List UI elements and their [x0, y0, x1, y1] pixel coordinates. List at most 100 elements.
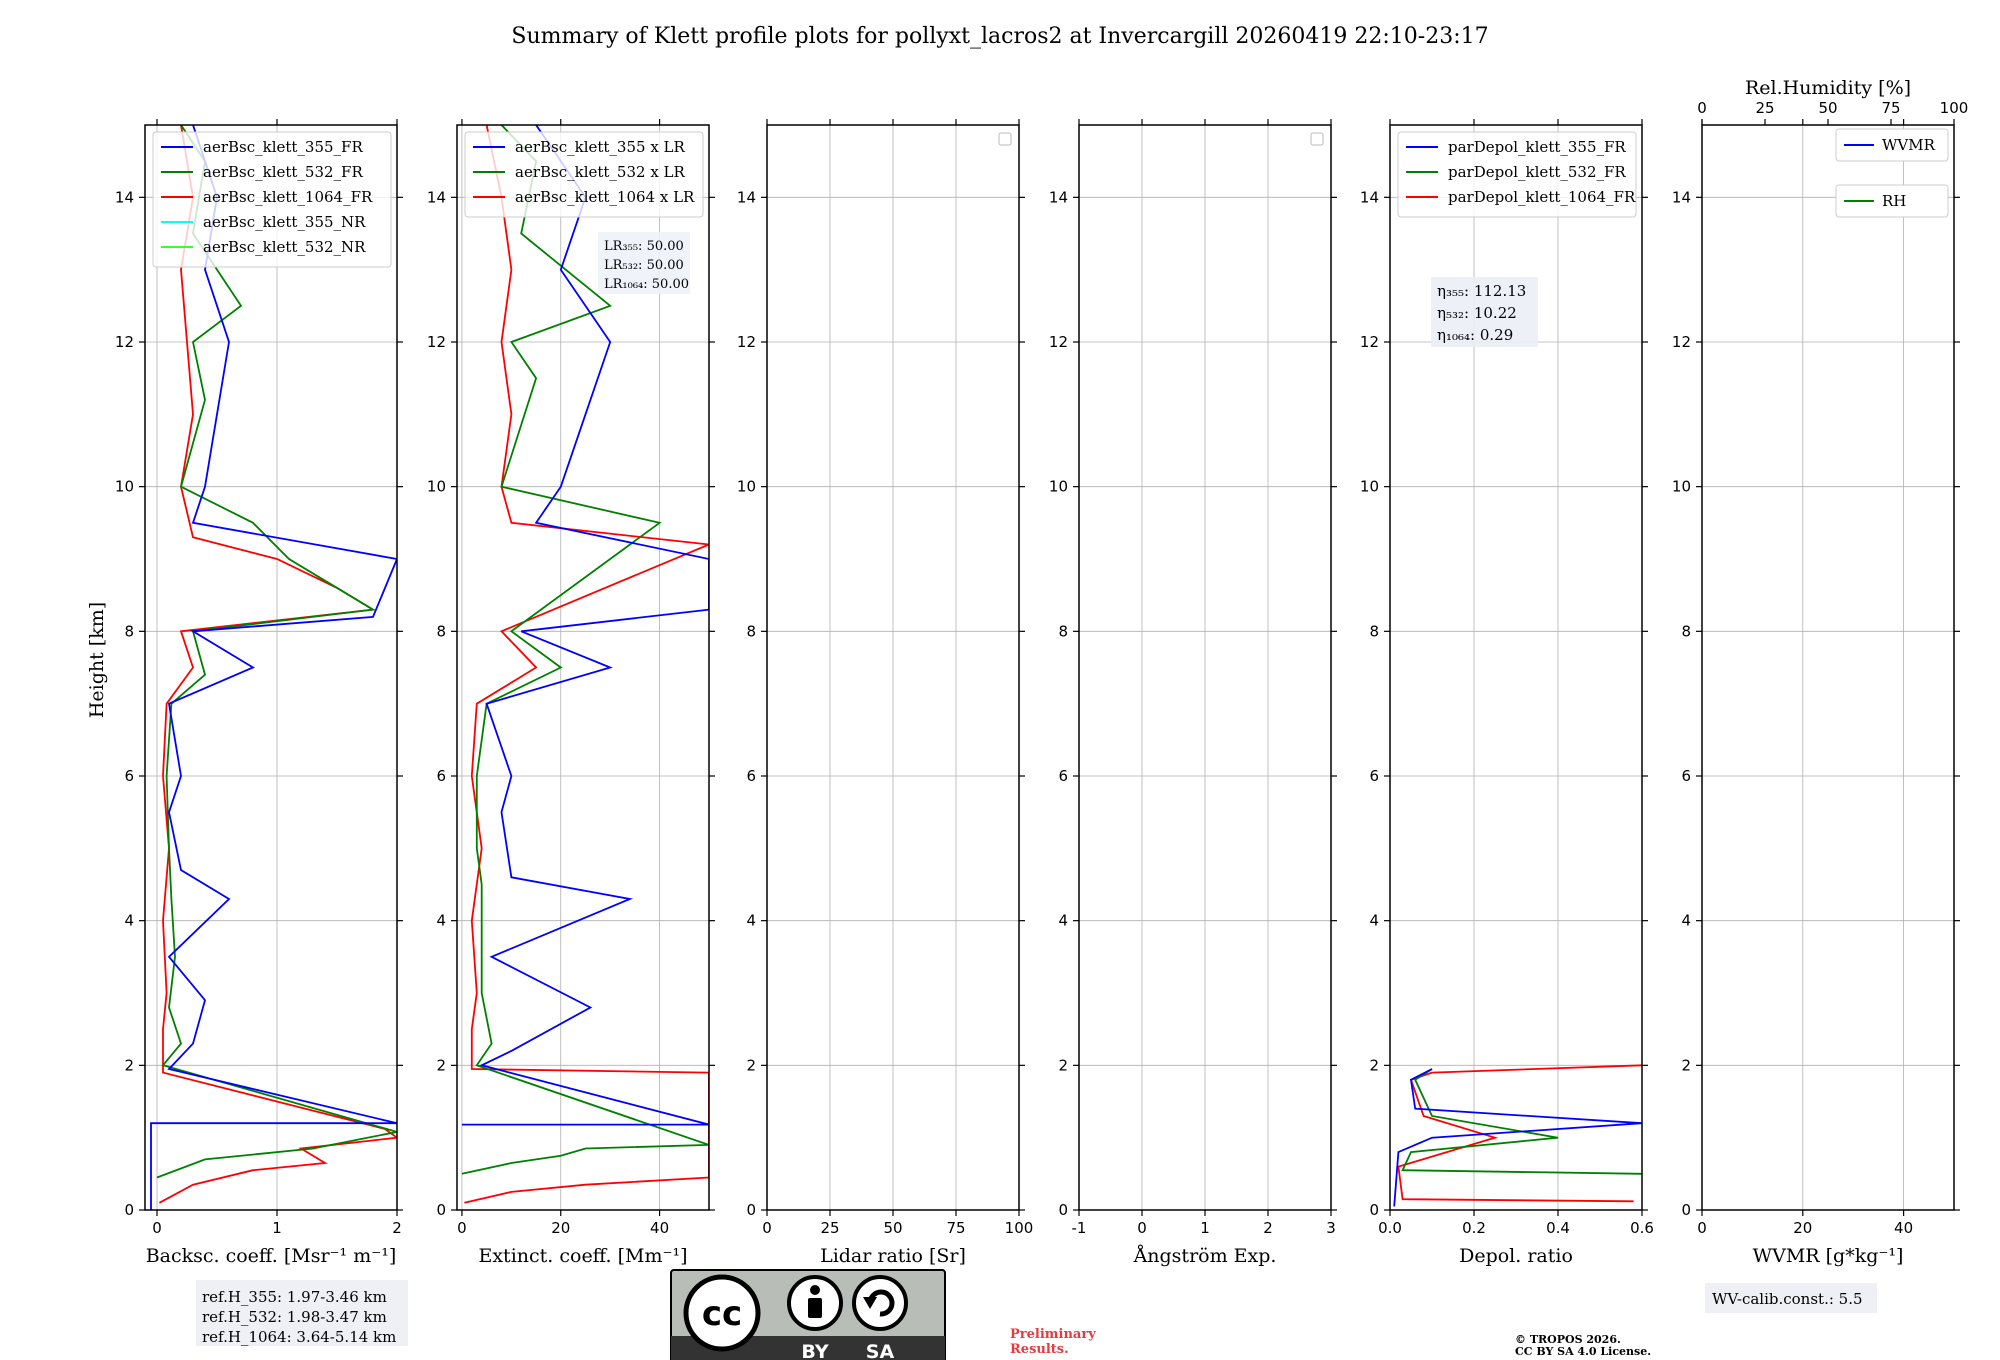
y-tick-label: 6: [746, 767, 756, 785]
plot-frame: [144, 124, 398, 1211]
x2-tick-label: 25: [1755, 99, 1774, 117]
x-tick-label: 0: [152, 1219, 162, 1237]
y-tick-label: 10: [1360, 478, 1379, 496]
x-tick-label: 25: [820, 1219, 839, 1237]
legend-entry: parDepol_klett_1064_FR: [1448, 188, 1636, 206]
y-tick-label: 2: [746, 1056, 756, 1074]
y-tick-label: 6: [1058, 767, 1068, 785]
series-line-aerbsc-klett-1064-fr: [158, 125, 397, 1204]
x-tick-label: 40: [1894, 1219, 1913, 1237]
y-tick-label: 4: [1681, 912, 1691, 930]
y-tick-label: 6: [1369, 767, 1379, 785]
y-tick-label: 10: [427, 478, 446, 496]
x-axis-label: Lidar ratio [Sr]: [820, 1245, 966, 1267]
lidar-ratio-line: LR₁₀₆₄: 50.00: [604, 277, 689, 292]
ref-height-line: ref.H_355: 1.97-3.46 km: [202, 1288, 387, 1306]
y-tick-label: 10: [1049, 478, 1068, 496]
y-tick-label: 12: [427, 333, 446, 351]
y-tick-label: 2: [436, 1056, 446, 1074]
y-tick-label: 10: [737, 478, 756, 496]
panel-depol: 0.0 0.2 0.4 0.6 0 2 4 6 8 10 12 14 Depol. ratio parDe…: [1360, 119, 1654, 1267]
x-axis-label: WVMR [g*kg⁻¹]: [1753, 1245, 1904, 1267]
y-tick-label: 0: [1681, 1201, 1691, 1219]
legend-entry: parDepol_klett_532_FR: [1448, 163, 1626, 181]
y-tick-label: 4: [436, 912, 446, 930]
eta-line: η₅₃₂: 10.22: [1437, 304, 1517, 322]
x-tick-label: 50: [883, 1219, 902, 1237]
y-tick-label: 4: [1058, 912, 1068, 930]
y-tick-label: 8: [746, 622, 756, 640]
x2-tick-label: 0: [1697, 99, 1707, 117]
y-tick-label: 2: [1058, 1056, 1068, 1074]
sa-share-alike-icon: [852, 1275, 908, 1331]
copyright-line-1: © TROPOS 2026.: [1515, 1333, 1621, 1346]
x-tick-label: 1: [272, 1219, 282, 1237]
legend-entry: aerBsc_klett_532_FR: [203, 163, 363, 181]
eta-line: η₃₅₅: 112.13: [1437, 282, 1526, 300]
y-tick-label: 6: [436, 767, 446, 785]
x2-axis-label: Rel.Humidity [%]: [1745, 77, 1911, 99]
y-tick-label: 2: [124, 1056, 134, 1074]
x-tick-label: 20: [551, 1219, 570, 1237]
series-line-aerbsc-klett-1064-x-lr: [464, 125, 709, 1204]
series-line-pardepol-klett-1064-fr: [1397, 1064, 1642, 1203]
y-tick-label: 14: [1049, 188, 1068, 206]
empty-legend-box: [1310, 132, 1324, 146]
x-tick-label: 75: [946, 1219, 965, 1237]
x2-tick-label: 100: [1940, 99, 1969, 117]
ref-height-line: ref.H_1064: 3.64-5.14 km: [202, 1328, 396, 1346]
y-tick-label: 4: [746, 912, 756, 930]
y-tick-label: 12: [1672, 333, 1691, 351]
badge-by-label: BY: [801, 1341, 828, 1360]
y-tick-label: 12: [115, 333, 134, 351]
series-line-aerbsc-klett-355-x-lr: [461, 125, 709, 1126]
y-tick-label: 10: [1672, 478, 1691, 496]
y-tick-label: 8: [1681, 622, 1691, 640]
x-tick-label: 0.6: [1630, 1219, 1654, 1237]
series-line-aerbsc-klett-355-fr: [150, 125, 397, 1210]
y-tick-label: 12: [737, 333, 756, 351]
y-axis-label: Height [km]: [86, 602, 108, 718]
lidar-ratio-line: LR₅₃₂: 50.00: [604, 258, 684, 273]
cc-license-badge[interactable]: cc BY SA: [670, 1269, 946, 1360]
y-tick-label: 8: [1369, 622, 1379, 640]
legend-box: [464, 131, 704, 218]
x-tick-label: 0: [762, 1219, 772, 1237]
legend-entry: WVMR: [1882, 136, 1936, 154]
y-tick-label: 6: [1681, 767, 1691, 785]
figure-title: Summary of Klett profile plots for polly…: [511, 24, 1488, 49]
legend-entry: aerBsc_klett_355_FR: [203, 138, 363, 156]
series-line-pardepol-klett-355-fr: [1393, 1068, 1642, 1207]
legend-box: [152, 131, 392, 268]
x2-tick-label: 75: [1881, 99, 1900, 117]
x-tick-label: 0.0: [1378, 1219, 1402, 1237]
y-tick-label: 4: [124, 912, 134, 930]
y-tick-label: 8: [1058, 622, 1068, 640]
legend-entry: parDepol_klett_355_FR: [1448, 138, 1626, 156]
x-tick-label: 20: [1793, 1219, 1812, 1237]
legend-entry: RH: [1882, 192, 1906, 210]
legend-entry: aerBsc_klett_532 x LR: [515, 163, 686, 181]
y-tick-label: 12: [1049, 333, 1068, 351]
empty-legend-box: [998, 132, 1012, 146]
x-tick-label: 3: [1326, 1219, 1336, 1237]
y-tick-label: 0: [1058, 1201, 1068, 1219]
y-tick-label: 0: [124, 1201, 134, 1219]
y-tick-label: 8: [124, 622, 134, 640]
preliminary-line-2: Results.: [1010, 1342, 1069, 1357]
y-tick-label: 0: [436, 1201, 446, 1219]
x-tick-label: 0.2: [1462, 1219, 1486, 1237]
y-tick-label: 14: [1360, 188, 1379, 206]
cc-label: cc: [702, 1294, 742, 1334]
y-tick-label: 14: [737, 188, 756, 206]
x-tick-label: 1: [1200, 1219, 1210, 1237]
x-axis-label: Depol. ratio: [1459, 1245, 1573, 1267]
x-tick-label: -1: [1072, 1219, 1087, 1237]
eta-box: [1431, 277, 1538, 347]
lidar-ratio-box: [598, 232, 690, 294]
y-tick-label: 14: [427, 188, 446, 206]
legend-entry: aerBsc_klett_355 x LR: [515, 138, 686, 156]
x-tick-label: 0: [1697, 1219, 1707, 1237]
